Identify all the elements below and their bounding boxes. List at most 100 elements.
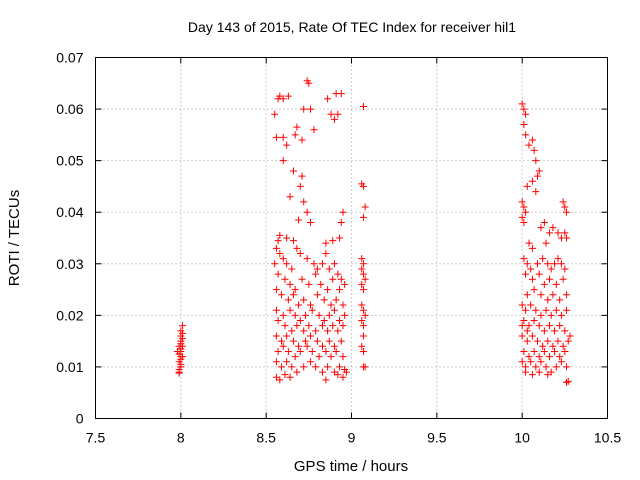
data-point: [281, 322, 289, 330]
data-point: [289, 337, 297, 345]
data-point: [530, 347, 538, 355]
data-point: [518, 301, 526, 309]
data-point: [359, 213, 367, 221]
data-point: [563, 306, 571, 314]
data-point: [272, 306, 280, 314]
data-point: [537, 224, 545, 232]
data-point: [336, 286, 344, 294]
data-point: [359, 260, 367, 268]
data-point: [336, 234, 344, 242]
data-point: [549, 224, 557, 232]
x-tick-label: 7.5: [86, 430, 106, 446]
data-point: [339, 373, 347, 381]
data-point: [547, 311, 555, 319]
data-point: [307, 358, 315, 366]
data-point: [276, 376, 284, 384]
data-point: [322, 239, 330, 247]
y-tick-label: 0.03: [56, 256, 83, 272]
data-point: [523, 182, 531, 190]
data-point: [556, 322, 564, 330]
data-point: [283, 332, 291, 340]
data-point: [532, 363, 540, 371]
data-point: [518, 358, 526, 366]
data-point: [305, 280, 313, 288]
data-point: [532, 306, 540, 314]
y-tick-label: 0.02: [56, 307, 83, 323]
data-point: [286, 280, 294, 288]
data-point: [359, 182, 367, 190]
data-point: [359, 306, 367, 314]
data-point: [358, 280, 366, 288]
data-point: [276, 249, 284, 257]
data-point: [361, 363, 369, 371]
data-point: [332, 347, 340, 355]
data-point: [320, 317, 328, 325]
data-point: [310, 260, 318, 268]
data-point: [315, 311, 323, 319]
data-point: [272, 133, 280, 141]
data-point: [520, 121, 528, 129]
data-point: [540, 280, 548, 288]
data-point: [537, 358, 545, 366]
data-point: [359, 270, 367, 278]
data-point: [298, 136, 306, 144]
data-point: [339, 301, 347, 309]
data-point: [312, 363, 320, 371]
data-point: [318, 342, 326, 350]
data-point: [283, 234, 291, 242]
data-point: [552, 306, 560, 314]
data-point: [303, 342, 311, 350]
x-tick-label: 8: [177, 430, 185, 446]
data-point: [549, 291, 557, 299]
data-point: [556, 296, 564, 304]
data-point: [310, 126, 318, 134]
data-point: [561, 327, 569, 335]
data-point: [537, 311, 545, 319]
data-point: [540, 327, 548, 335]
data-point: [525, 141, 533, 149]
y-tick-label: 0.01: [56, 359, 83, 375]
data-point: [293, 123, 301, 131]
data-point: [288, 327, 296, 335]
data-point: [175, 369, 183, 377]
data-point: [359, 332, 367, 340]
x-tick-label: 10.5: [594, 430, 621, 446]
data-point: [324, 327, 332, 335]
data-point: [278, 363, 286, 371]
data-point: [293, 244, 301, 252]
data-point: [520, 219, 528, 227]
data-point: [557, 260, 565, 268]
data-point: [291, 353, 299, 361]
data-point: [358, 301, 366, 309]
data-point: [564, 377, 572, 385]
data-point: [283, 260, 291, 268]
data-point: [286, 306, 294, 314]
data-point: [534, 337, 542, 345]
data-point: [283, 358, 291, 366]
data-point: [544, 260, 552, 268]
data-point: [324, 95, 332, 103]
data-point: [279, 157, 287, 165]
data-point: [361, 311, 369, 319]
data-point: [545, 353, 553, 361]
data-point: [523, 291, 531, 299]
data-point: [283, 141, 291, 149]
data-point: [339, 208, 347, 216]
data-point: [528, 332, 536, 340]
data-point: [336, 363, 344, 371]
data-point: [312, 327, 320, 335]
data-point: [296, 249, 304, 257]
data-point: [359, 322, 367, 330]
data-point: [284, 296, 292, 304]
data-point: [522, 110, 530, 118]
y-tick-label: 0.06: [56, 101, 83, 117]
data-point: [358, 265, 366, 273]
data-point: [544, 337, 552, 345]
data-point: [308, 306, 316, 314]
data-point: [289, 291, 297, 299]
data-point: [300, 296, 308, 304]
data-point: [173, 347, 181, 355]
data-point: [288, 363, 296, 371]
data-point: [179, 322, 187, 330]
